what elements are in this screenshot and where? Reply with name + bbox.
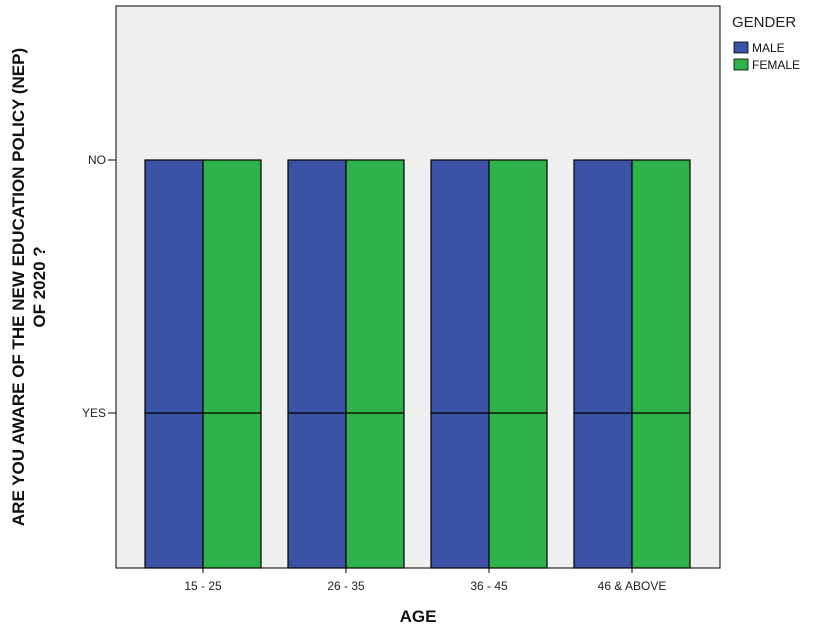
bar-female-46-above-yes: [631, 412, 691, 569]
bar-male-26-35-no: [287, 159, 347, 414]
bar-female-26-35-no: [345, 159, 405, 414]
y-tick-label-no: NO: [88, 153, 106, 167]
x-tick-label-15-25: 15 - 25: [184, 579, 222, 593]
legend: GENDER MALE FEMALE: [732, 14, 800, 72]
x-tick-label-26-35: 26 - 35: [327, 579, 365, 593]
legend-label-male: MALE: [752, 41, 785, 55]
axes-group: 15 - 25 26 - 35 36 - 45 46 & ABOVE YES NO: [82, 153, 666, 593]
legend-title: GENDER: [732, 14, 796, 31]
bar-male-15-25-no: [144, 159, 204, 414]
bar-male-36-45-yes: [430, 412, 490, 569]
y-tick-label-yes: YES: [82, 406, 106, 420]
bar-female-36-45-yes: [488, 412, 548, 569]
x-axis-title: AGE: [400, 607, 437, 626]
bar-male-46-above-no: [573, 159, 633, 414]
bar-male-15-25-yes: [144, 412, 204, 569]
x-tick-label-36-45: 36 - 45: [470, 579, 508, 593]
y-axis-title-line-2: OF 2020 ?: [30, 246, 49, 327]
bar-female-46-above-no: [631, 159, 691, 414]
bars-group: [144, 159, 691, 569]
legend-label-female: FEMALE: [752, 58, 800, 72]
y-axis-title: ARE YOU AWARE OF THE NEW EDUCATION POLIC…: [9, 48, 49, 526]
bar-female-15-25-no: [202, 159, 262, 414]
legend-swatch-female: [733, 58, 749, 71]
bar-male-26-35-yes: [287, 412, 347, 569]
bar-male-36-45-no: [430, 159, 490, 414]
x-tick-label-46-above: 46 & ABOVE: [598, 579, 667, 593]
bar-female-26-35-yes: [345, 412, 405, 569]
bar-male-46-above-yes: [573, 412, 633, 569]
legend-swatch-male: [733, 41, 749, 54]
bar-female-36-45-no: [488, 159, 548, 414]
y-axis-title-line-1: ARE YOU AWARE OF THE NEW EDUCATION POLIC…: [9, 48, 28, 526]
bar-female-15-25-yes: [202, 412, 262, 569]
